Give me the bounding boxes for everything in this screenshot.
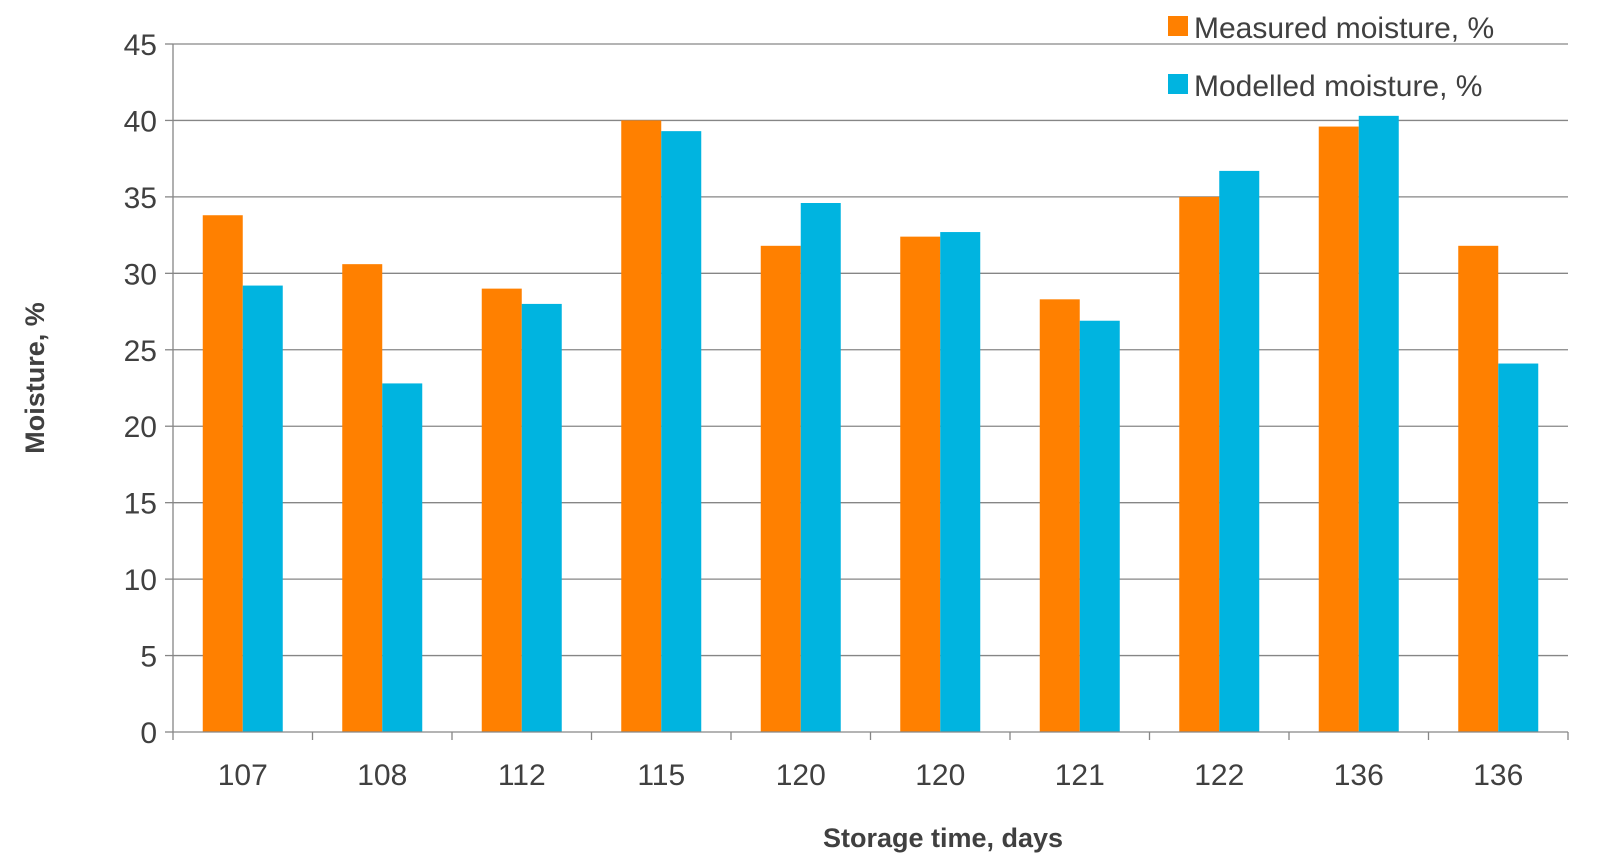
x-tick-label: 122 — [1194, 759, 1244, 792]
bar-modelled — [1219, 170, 1260, 733]
bar-measured — [760, 245, 801, 732]
y-tick-label: 5 — [140, 641, 157, 674]
axes — [165, 43, 1569, 740]
y-tick-label: 25 — [124, 335, 157, 368]
x-tick-label: 107 — [218, 759, 268, 792]
bar-measured — [621, 120, 662, 732]
bar-modelled — [382, 383, 423, 732]
x-tick-label: 121 — [1055, 759, 1105, 792]
bar-measured — [1458, 245, 1499, 732]
y-tick-label: 45 — [124, 29, 157, 62]
bar-modelled — [1079, 320, 1120, 732]
y-axis-title: Moisture, % — [20, 302, 50, 454]
x-tick-label: 112 — [498, 759, 546, 792]
bars — [202, 115, 1539, 733]
x-tick-label: 136 — [1473, 759, 1523, 792]
legend-label-measured: Measured moisture, % — [1194, 12, 1494, 45]
bar-measured — [900, 236, 941, 732]
legend-label-modelled: Modelled moisture, % — [1194, 70, 1482, 103]
x-tick-label: 120 — [915, 759, 965, 792]
legend-swatch-measured — [1168, 16, 1188, 36]
bar-modelled — [242, 285, 283, 732]
x-tick-label: 108 — [357, 759, 407, 792]
bar-modelled — [940, 232, 981, 732]
y-tick-label: 20 — [124, 411, 157, 444]
x-axis-title: Storage time, days — [823, 823, 1063, 853]
legend-swatch-modelled — [1168, 74, 1188, 94]
bar-measured — [202, 215, 243, 733]
y-tick-label: 35 — [124, 182, 157, 215]
bar-measured — [1179, 196, 1220, 732]
x-tick-label: 115 — [637, 759, 685, 792]
bar-modelled — [1358, 115, 1399, 732]
bar-modelled — [1498, 363, 1539, 732]
y-tick-label: 40 — [124, 105, 157, 138]
y-tick-labels: 0 5 10 15 20 25 30 35 40 45 — [124, 29, 157, 750]
y-tick-label: 0 — [140, 717, 157, 750]
bar-modelled — [521, 303, 562, 732]
bar-measured — [1318, 126, 1359, 732]
y-tick-label: 15 — [124, 488, 157, 521]
bar-modelled — [800, 203, 841, 732]
bar-measured — [342, 264, 383, 732]
x-tick-labels: 107 108 112 115 120 120 121 122 136 136 — [218, 759, 1524, 792]
x-tick-label: 120 — [776, 759, 826, 792]
bar-modelled — [661, 131, 702, 732]
y-tick-label: 10 — [124, 564, 157, 597]
legend: Measured moisture, % Modelled moisture, … — [1168, 12, 1494, 103]
y-tick-label: 30 — [124, 258, 157, 291]
bar-measured — [481, 288, 522, 732]
bar-measured — [1039, 299, 1080, 732]
x-tick-label: 136 — [1334, 759, 1384, 792]
